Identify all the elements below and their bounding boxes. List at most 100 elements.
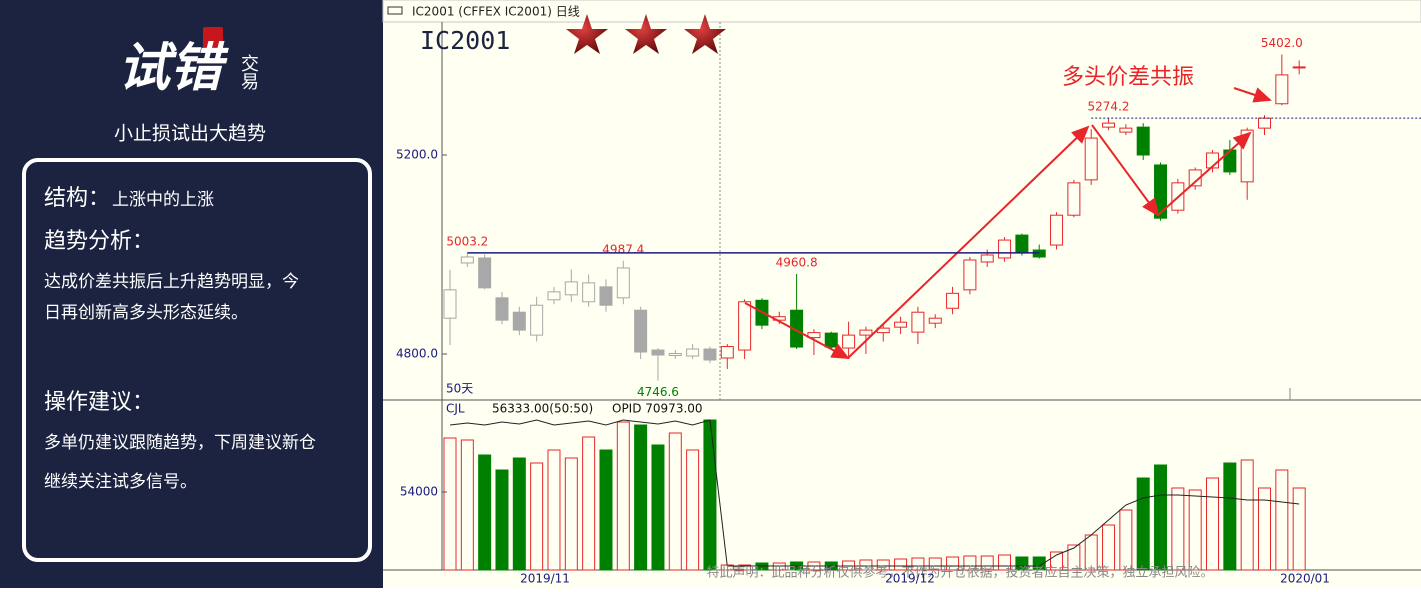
candle-body <box>1258 117 1272 129</box>
candle-body <box>599 286 613 306</box>
volume-bar <box>443 437 457 571</box>
volume-bar <box>686 449 700 571</box>
candle-body <box>859 329 873 336</box>
candle-body <box>842 334 856 349</box>
annotation-arrow <box>1233 87 1272 103</box>
candle-body <box>1240 129 1254 183</box>
x-tick-label: 2019/11 <box>520 572 570 586</box>
info-box <box>22 158 372 562</box>
volume-bar <box>1136 477 1150 571</box>
price-label: 4960.8 <box>776 256 818 270</box>
price-label: 4987.4 <box>602 242 644 256</box>
period-label: 50天 <box>446 382 473 396</box>
candle-body <box>980 254 994 263</box>
volume-bar <box>876 559 890 571</box>
star <box>684 14 726 54</box>
trend-arrow <box>744 302 850 359</box>
volume-bar <box>928 557 942 571</box>
volume-bar <box>1188 489 1202 571</box>
volume-bar <box>1258 487 1272 571</box>
volume-bar <box>651 444 665 571</box>
candle-body <box>894 321 908 328</box>
volume-bar <box>582 436 596 571</box>
analysis-line: 达成价差共振后上升趋势明显，今 <box>44 272 299 292</box>
candle-body <box>911 311 925 333</box>
volume-bar <box>1292 487 1306 571</box>
link-icon <box>387 6 403 15</box>
brand-name: 试错 <box>118 38 229 99</box>
candle-body <box>824 332 838 348</box>
volume-ma-line <box>449 419 1300 567</box>
star <box>625 14 667 54</box>
candle-body <box>1050 214 1064 246</box>
chart-header[interactable]: IC2001 (CFFEX IC2001) 日线 <box>412 5 580 19</box>
candle-body <box>963 259 977 291</box>
volume-bar <box>1240 459 1254 571</box>
candle-body <box>668 353 682 357</box>
volume-bar <box>911 557 925 571</box>
candle-body <box>634 309 648 353</box>
volume-bar <box>894 558 908 571</box>
candle-body <box>720 346 734 359</box>
y-tick-label: 4800.0 <box>396 347 438 361</box>
volume-bar <box>1171 487 1185 571</box>
volume-bar <box>478 454 492 571</box>
volume-bar <box>668 432 682 571</box>
volume-bar <box>460 439 474 571</box>
volume-bar <box>530 462 544 571</box>
y-tick-label: 5200.0 <box>396 147 438 161</box>
volume-bar <box>1015 556 1029 571</box>
price-label: 5003.2 <box>446 234 488 248</box>
analysis-label: 趋势分析： <box>44 229 154 254</box>
chart-title: IC2001 <box>420 26 510 55</box>
volume-bar <box>1154 464 1168 571</box>
price-label: 5402.0 <box>1261 36 1303 50</box>
volume-bar <box>738 564 752 571</box>
volume-bar <box>859 559 873 571</box>
candle-body <box>1119 127 1133 133</box>
volume-bar <box>1032 556 1046 571</box>
candle-body <box>547 291 561 301</box>
indicator-value: 56333.00(50:50) <box>492 402 593 416</box>
price-label: 5274.2 <box>1088 100 1130 114</box>
volume-bar <box>599 449 613 571</box>
candle-body <box>564 281 578 296</box>
annotation: 多头价差共振 <box>1062 65 1194 90</box>
volume-bar <box>512 457 526 571</box>
candle-body <box>1223 149 1237 173</box>
trend-arrow <box>1091 124 1160 217</box>
volume-bar <box>616 421 630 571</box>
candle-body <box>1015 234 1029 253</box>
volume-bar <box>1223 462 1237 571</box>
volume-bar <box>1119 509 1133 571</box>
volume-bar <box>547 449 561 571</box>
x-tick-label: 2020/01 <box>1280 572 1330 586</box>
candle-body <box>478 257 492 289</box>
candle-body <box>1136 126 1150 156</box>
candle-body <box>651 349 665 356</box>
candle-body <box>460 256 474 264</box>
candle-body <box>807 332 821 339</box>
candle-body <box>1067 182 1081 216</box>
indicator-name[interactable]: CJL <box>446 402 465 416</box>
volume-bar <box>634 424 648 571</box>
structure-label: 结构： <box>44 186 110 211</box>
candle-body <box>616 267 630 299</box>
volume-bar <box>1102 524 1116 571</box>
slogan: 小止损试出大趋势 <box>114 123 266 145</box>
disclaimer: 特此声明：此品种分析仅供参考，不作为开仓依据，投资者应自主决策，独立承担风险。 <box>706 565 1213 581</box>
candle-body <box>998 239 1012 259</box>
candle-body <box>443 289 457 319</box>
advice-line: 多单仍建议跟随趋势，下周建议新仓 <box>44 433 316 453</box>
candle-body <box>495 297 509 321</box>
trend-arrow <box>847 125 1090 359</box>
volume-bar <box>564 457 578 571</box>
seal <box>203 27 223 50</box>
price-label: 4746.6 <box>637 385 679 399</box>
volume-bar <box>1067 544 1081 571</box>
advice-label: 操作建议： <box>44 390 154 415</box>
candle-body <box>512 311 526 331</box>
